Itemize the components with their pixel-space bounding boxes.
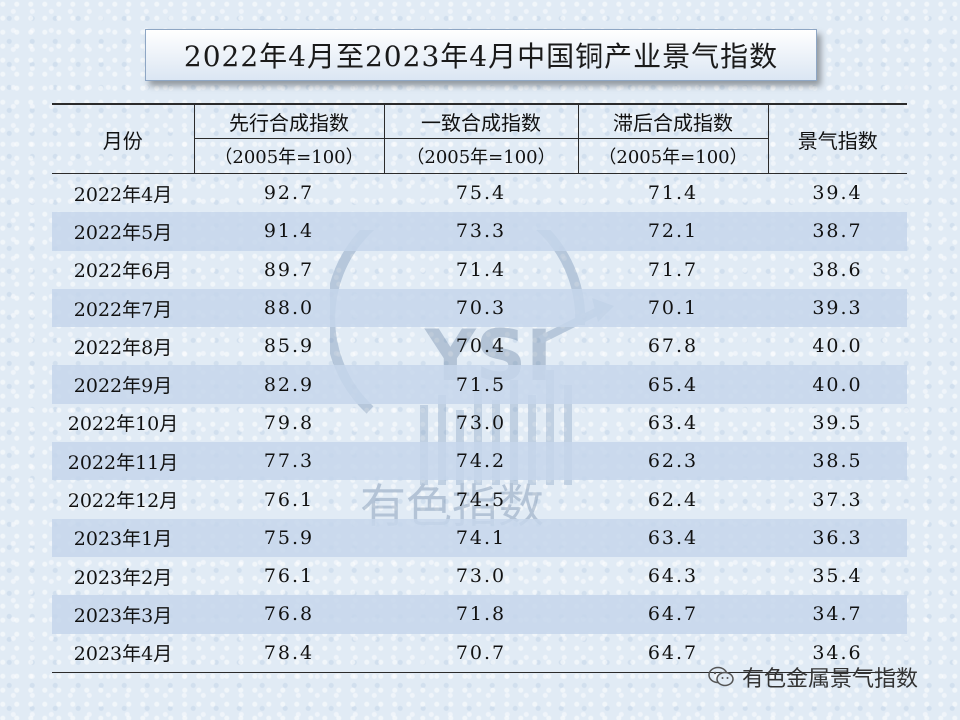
table-row: 2023年2月 76.1 73.0 64.3 35.4 (52, 557, 907, 595)
table-row: 2022年12月 76.1 74.5 62.4 37.3 (52, 480, 907, 518)
header-coincident-base: （2005年=100） (383, 138, 578, 174)
cell-coincident: 74.2 (384, 442, 578, 481)
cell-month: 2022年10月 (67, 413, 179, 436)
table-row: 2022年8月 85.9 70.4 67.8 40.0 (52, 327, 907, 365)
cell-month: 2022年12月 (67, 490, 179, 513)
cell-index: 39.4 (812, 182, 863, 205)
cell-index: 39.5 (812, 411, 863, 434)
cell-index: 40.0 (812, 335, 863, 358)
cell-leading: 77.3 (194, 442, 384, 481)
cell-coincident: 73.0 (455, 565, 507, 588)
cell-lagging: 64.7 (578, 595, 768, 634)
cell-coincident: 74.1 (384, 518, 578, 557)
cell-month: 2023年3月 (52, 595, 194, 634)
cell-coincident: 71.8 (384, 595, 578, 634)
cell-month: 2023年1月 (52, 518, 194, 557)
cell-leading: 76.1 (263, 565, 315, 588)
cell-coincident: 70.7 (384, 633, 578, 673)
table-row: 2023年1月 75.9 74.1 63.4 36.3 (52, 518, 907, 557)
cell-month: 2022年5月 (52, 212, 194, 251)
header-lagging: 滞后合成指数 (577, 103, 768, 139)
cell-lagging: 64.7 (578, 633, 768, 673)
cell-lagging: 63.4 (647, 411, 699, 434)
cell-index: 35.4 (812, 565, 863, 588)
cell-coincident: 73.3 (384, 212, 578, 251)
table-row: 2022年11月 77.3 74.2 62.3 38.5 (52, 442, 907, 481)
cell-leading: 78.4 (194, 633, 384, 673)
cell-coincident: 74.5 (455, 488, 507, 511)
cell-lagging: 72.1 (578, 212, 768, 251)
cell-leading: 88.0 (194, 288, 384, 328)
header-month: 月份 (52, 103, 194, 174)
cell-index: 38.7 (768, 212, 907, 251)
cell-leading: 76.1 (263, 488, 315, 511)
cell-lagging: 67.8 (647, 335, 699, 358)
cell-leading: 92.7 (263, 182, 315, 205)
wechat-icon (708, 666, 734, 687)
header-coincident: 一致合成指数 (383, 103, 578, 139)
cell-index: 38.6 (812, 258, 863, 281)
page-title: 2022年4月至2023年4月中国铜产业景气指数 (145, 29, 817, 81)
header-leading: 先行合成指数 (193, 103, 384, 139)
table-row: 2022年10月 79.8 73.0 63.4 39.5 (52, 404, 907, 442)
cell-leading: 91.4 (194, 212, 384, 251)
cell-index: 34.7 (768, 595, 907, 634)
cell-leading: 76.8 (194, 595, 384, 634)
cell-lagging: 65.4 (578, 365, 768, 404)
cell-coincident: 70.3 (384, 288, 578, 328)
cell-month: 2022年7月 (52, 288, 194, 328)
cell-coincident: 70.4 (455, 335, 507, 358)
cell-lagging: 64.3 (647, 565, 699, 588)
cell-lagging: 71.7 (647, 258, 699, 281)
cell-coincident: 71.4 (455, 258, 507, 281)
table-row: 2022年7月 88.0 70.3 70.1 39.3 (52, 288, 907, 328)
cell-month: 2022年4月 (73, 183, 173, 206)
table-row: 2022年5月 91.4 73.3 72.1 38.7 (52, 212, 907, 251)
header-lagging-base: （2005年=100） (577, 138, 768, 174)
cell-index: 36.3 (768, 518, 907, 557)
cell-lagging: 63.4 (578, 518, 768, 557)
cell-leading: 82.9 (194, 365, 384, 404)
cell-coincident: 71.5 (384, 365, 578, 404)
table-row: 2022年9月 82.9 71.5 65.4 40.0 (52, 365, 907, 404)
table-row: 2022年6月 89.7 71.4 71.7 38.6 (52, 251, 907, 289)
cell-index: 37.3 (812, 488, 863, 511)
cell-lagging: 71.4 (647, 182, 699, 205)
header-leading-base: （2005年=100） (193, 138, 384, 174)
cell-month: 2022年6月 (73, 260, 173, 283)
cell-leading: 85.9 (263, 335, 315, 358)
footer-text: 有色金属景气指数 (742, 667, 919, 692)
table-body: 2022年4月 92.7 75.4 71.4 39.4 2022年5月 91.4 73.3 72… (52, 174, 907, 673)
cell-index: 38.5 (768, 442, 907, 481)
cell-index: 40.0 (768, 365, 907, 404)
cell-month: 2022年11月 (52, 442, 194, 481)
cell-month: 2022年9月 (52, 365, 194, 404)
cell-lagging: 62.3 (578, 442, 768, 481)
cell-leading: 75.9 (194, 518, 384, 557)
cell-month: 2022年8月 (73, 336, 173, 359)
copper-index-table: 月份 先行合成指数 一致合成指数 滞后合成指数 景气指数 （2005年=100）… (52, 103, 907, 673)
cell-month: 2023年4月 (52, 633, 194, 673)
cell-month: 2023年2月 (73, 566, 173, 589)
cell-coincident: 73.0 (455, 411, 507, 434)
cell-leading: 89.7 (263, 258, 315, 281)
cell-coincident: 75.4 (455, 182, 507, 205)
cell-leading: 79.8 (263, 411, 315, 434)
footer-source: 有色金属景气指数 (708, 661, 918, 693)
table-row: 2022年4月 92.7 75.4 71.4 39.4 (52, 174, 907, 213)
cell-lagging: 62.4 (647, 488, 699, 511)
cell-index: 39.3 (768, 288, 907, 328)
table-row: 2023年3月 76.8 71.8 64.7 34.7 (52, 595, 907, 634)
cell-lagging: 70.1 (578, 288, 768, 328)
header-index: 景气指数 (767, 103, 907, 174)
table-row: 2023年4月 78.4 70.7 64.7 34.6 (52, 633, 907, 673)
cell-index: 34.6 (768, 633, 907, 673)
